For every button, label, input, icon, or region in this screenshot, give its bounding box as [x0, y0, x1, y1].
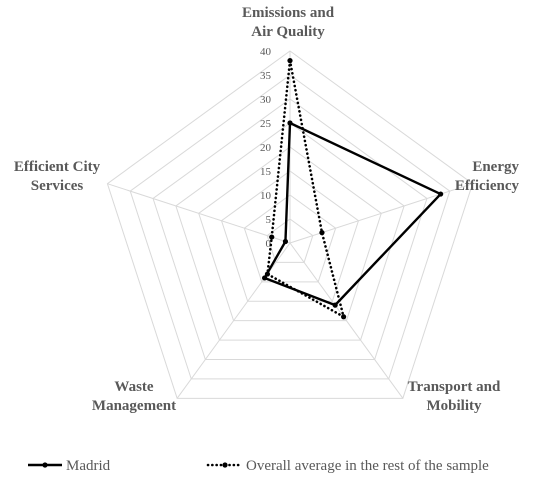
tick-label: 10 — [260, 190, 272, 202]
grid-ring-10 — [243, 194, 337, 283]
grid-ring-25 — [175, 122, 405, 341]
series-line-0 — [263, 121, 442, 307]
series-point — [264, 271, 271, 277]
tick-label: 20 — [260, 142, 272, 154]
series-point — [319, 230, 325, 236]
axis-label: Energy Efficiency — [455, 159, 520, 194]
series-point — [438, 191, 444, 197]
tick-label: 35 — [260, 70, 272, 82]
legend-label-0: Madrid — [66, 458, 111, 474]
grid-ring-15 — [220, 170, 360, 302]
spoke-4 — [107, 183, 291, 244]
grid-ring-35 — [129, 74, 451, 380]
legend: Madrid Overall average in the rest of the… — [28, 458, 489, 474]
axis-label-layer: Emissions and Air Quality Energy Efficiency… — [14, 5, 520, 414]
series-point — [282, 238, 289, 245]
grid-layer — [106, 50, 474, 399]
tick-layer: 0 5 10 15 20 25 30 35 40 — [260, 46, 272, 250]
axis-label-line: Management — [92, 398, 176, 414]
tick-label: 0 — [266, 238, 272, 250]
axis-label-line: Energy — [472, 159, 519, 175]
series-point — [262, 275, 268, 281]
axis-label-line: Efficient City — [14, 159, 101, 175]
series-layer — [262, 58, 444, 320]
series-point — [287, 58, 293, 64]
axis-label-line: Mobility — [427, 398, 482, 414]
axis-label-line: Services — [31, 178, 84, 194]
grid-ring-30 — [152, 98, 428, 360]
axis-label: Transport and Mobility — [408, 379, 501, 414]
axis-label-line: Air Quality — [251, 24, 325, 40]
axis-label: Efficient City Services — [14, 159, 101, 194]
axis-label-line: Emissions and — [242, 5, 335, 21]
axis-label: Emissions and Air Quality — [242, 5, 335, 40]
axis-label-line: Transport and — [408, 379, 501, 395]
series-point — [269, 234, 275, 240]
tick-label: 15 — [260, 166, 272, 178]
series-point — [341, 314, 347, 320]
series-point — [287, 120, 293, 126]
axis-label: Waste Management — [92, 379, 176, 414]
legend-marker-1 — [222, 462, 228, 468]
legend-marker-0 — [42, 462, 48, 468]
tick-label: 5 — [266, 214, 272, 226]
tick-label: 25 — [260, 118, 272, 130]
series-line-1 — [266, 59, 345, 319]
axis-label-line: Waste — [114, 379, 154, 395]
spoke-3 — [176, 242, 291, 399]
legend-label-1: Overall average in the rest of the sampl… — [246, 458, 489, 474]
axis-label-line: Efficiency — [455, 178, 520, 194]
grid-ring-5 — [266, 218, 314, 263]
tick-label: 40 — [260, 46, 272, 58]
series-point — [332, 302, 338, 308]
spoke-2 — [289, 242, 404, 399]
grid-ring-20 — [198, 146, 382, 322]
grid-ring-40 — [106, 50, 474, 399]
tick-label: 30 — [260, 94, 272, 106]
